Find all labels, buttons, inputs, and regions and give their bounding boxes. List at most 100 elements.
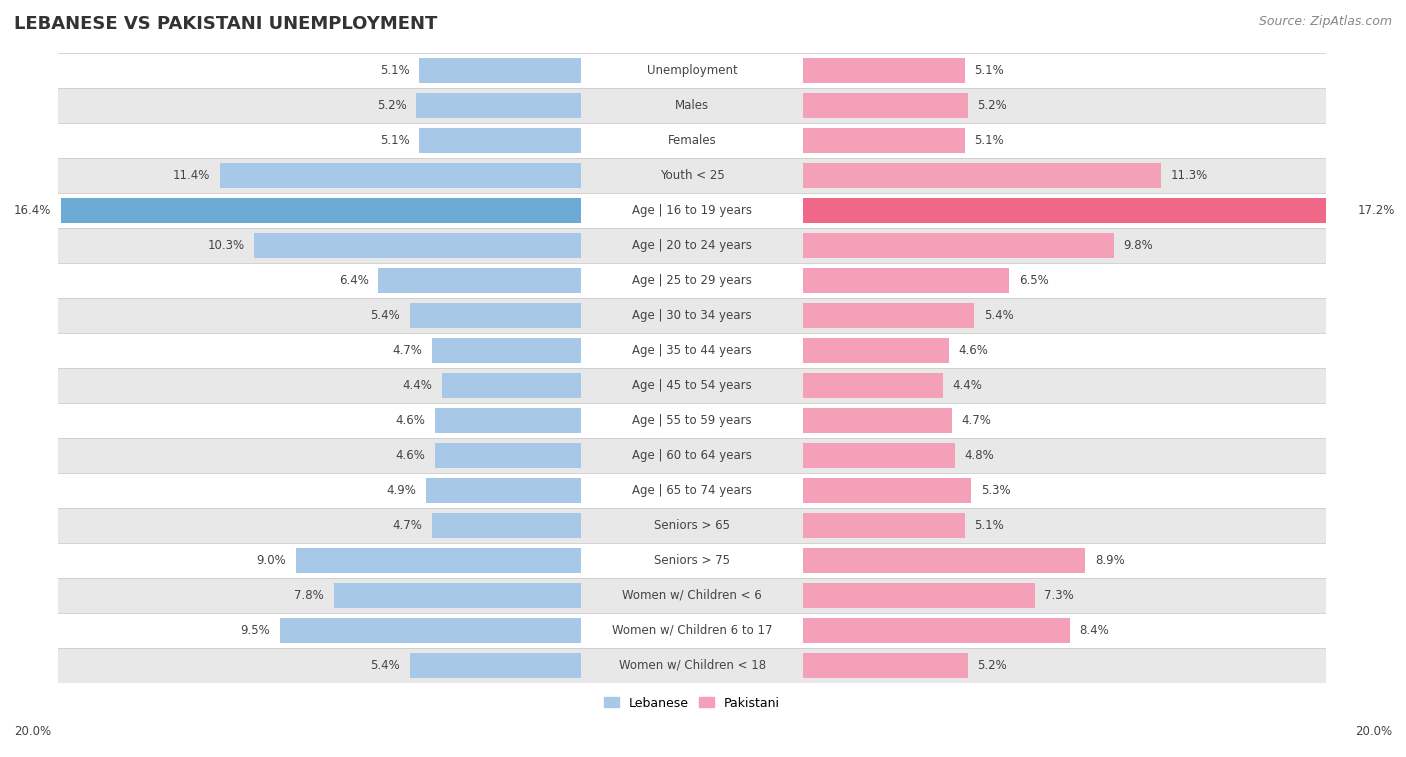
Text: 4.9%: 4.9% <box>387 484 416 497</box>
Text: Women w/ Children < 6: Women w/ Children < 6 <box>623 589 762 602</box>
Text: Age | 35 to 44 years: Age | 35 to 44 years <box>633 344 752 357</box>
Text: Age | 60 to 64 years: Age | 60 to 64 years <box>633 449 752 462</box>
Text: 9.0%: 9.0% <box>256 554 287 567</box>
Text: 5.3%: 5.3% <box>981 484 1011 497</box>
Text: Women w/ Children 6 to 17: Women w/ Children 6 to 17 <box>612 624 772 637</box>
Bar <box>280 618 581 643</box>
Bar <box>803 512 965 538</box>
Bar <box>58 368 1326 403</box>
Bar <box>436 443 581 468</box>
Text: Seniors > 65: Seniors > 65 <box>654 519 730 532</box>
Bar <box>58 578 1326 613</box>
Text: 5.1%: 5.1% <box>380 134 409 147</box>
Text: 4.4%: 4.4% <box>402 379 432 392</box>
Text: 20.0%: 20.0% <box>14 725 51 738</box>
Text: Females: Females <box>668 134 717 147</box>
Text: Age | 45 to 54 years: Age | 45 to 54 years <box>633 379 752 392</box>
Bar <box>426 478 581 503</box>
Text: 17.2%: 17.2% <box>1358 204 1396 217</box>
Text: Age | 25 to 29 years: Age | 25 to 29 years <box>633 274 752 287</box>
Text: Seniors > 75: Seniors > 75 <box>654 554 730 567</box>
Text: 9.5%: 9.5% <box>240 624 270 637</box>
Text: 4.7%: 4.7% <box>392 344 423 357</box>
Bar <box>803 618 1070 643</box>
Bar <box>58 263 1326 298</box>
Bar <box>803 373 942 398</box>
Bar <box>254 233 581 258</box>
Text: 5.4%: 5.4% <box>371 659 401 672</box>
Text: 4.8%: 4.8% <box>965 449 994 462</box>
Bar <box>441 373 581 398</box>
Text: 4.6%: 4.6% <box>396 449 426 462</box>
Text: 4.7%: 4.7% <box>962 414 991 427</box>
Text: 6.4%: 6.4% <box>339 274 368 287</box>
Text: Males: Males <box>675 99 709 112</box>
Bar <box>803 163 1161 188</box>
Bar <box>333 583 581 608</box>
Bar <box>58 53 1326 88</box>
Bar <box>803 408 952 433</box>
Text: 7.8%: 7.8% <box>294 589 325 602</box>
Text: Age | 55 to 59 years: Age | 55 to 59 years <box>633 414 752 427</box>
Bar <box>58 543 1326 578</box>
Text: 5.1%: 5.1% <box>380 64 409 77</box>
Bar <box>60 198 581 223</box>
Bar <box>803 198 1348 223</box>
Bar <box>419 128 581 153</box>
Bar <box>436 408 581 433</box>
Bar <box>409 303 581 328</box>
Bar <box>295 548 581 573</box>
Bar <box>58 333 1326 368</box>
Bar <box>803 93 967 118</box>
Text: 5.2%: 5.2% <box>377 99 406 112</box>
Bar <box>803 233 1114 258</box>
Text: 5.1%: 5.1% <box>974 64 1004 77</box>
Text: 4.4%: 4.4% <box>952 379 981 392</box>
Bar <box>58 228 1326 263</box>
Bar <box>58 403 1326 438</box>
Text: 11.4%: 11.4% <box>173 169 209 182</box>
Bar <box>219 163 581 188</box>
Bar <box>803 268 1010 293</box>
Text: 16.4%: 16.4% <box>14 204 52 217</box>
Bar <box>58 298 1326 333</box>
Bar <box>803 58 965 83</box>
Bar <box>58 193 1326 228</box>
Legend: Lebanese, Pakistani: Lebanese, Pakistani <box>599 692 785 715</box>
Bar <box>432 338 581 363</box>
Bar <box>58 613 1326 648</box>
Text: 5.4%: 5.4% <box>371 309 401 322</box>
Text: Age | 65 to 74 years: Age | 65 to 74 years <box>633 484 752 497</box>
Text: 20.0%: 20.0% <box>1355 725 1392 738</box>
Text: 10.3%: 10.3% <box>208 239 245 252</box>
Bar <box>409 653 581 678</box>
Text: LEBANESE VS PAKISTANI UNEMPLOYMENT: LEBANESE VS PAKISTANI UNEMPLOYMENT <box>14 15 437 33</box>
Bar <box>58 158 1326 193</box>
Bar <box>803 653 967 678</box>
Text: 5.4%: 5.4% <box>984 309 1014 322</box>
Text: Unemployment: Unemployment <box>647 64 738 77</box>
Bar <box>803 443 955 468</box>
Text: 4.7%: 4.7% <box>392 519 423 532</box>
Bar <box>803 548 1085 573</box>
Bar <box>432 512 581 538</box>
Bar <box>58 438 1326 473</box>
Text: 5.1%: 5.1% <box>974 519 1004 532</box>
Text: Age | 30 to 34 years: Age | 30 to 34 years <box>633 309 752 322</box>
Bar <box>378 268 581 293</box>
Text: Age | 20 to 24 years: Age | 20 to 24 years <box>633 239 752 252</box>
Text: 5.2%: 5.2% <box>977 99 1007 112</box>
Text: Source: ZipAtlas.com: Source: ZipAtlas.com <box>1258 15 1392 28</box>
Bar <box>803 303 974 328</box>
Bar <box>58 123 1326 158</box>
Bar <box>803 128 965 153</box>
Text: 5.1%: 5.1% <box>974 134 1004 147</box>
Bar <box>803 338 949 363</box>
Bar <box>803 478 972 503</box>
Bar <box>58 508 1326 543</box>
Bar <box>416 93 581 118</box>
Text: 8.9%: 8.9% <box>1095 554 1125 567</box>
Text: 4.6%: 4.6% <box>959 344 988 357</box>
Bar <box>419 58 581 83</box>
Bar <box>58 648 1326 683</box>
